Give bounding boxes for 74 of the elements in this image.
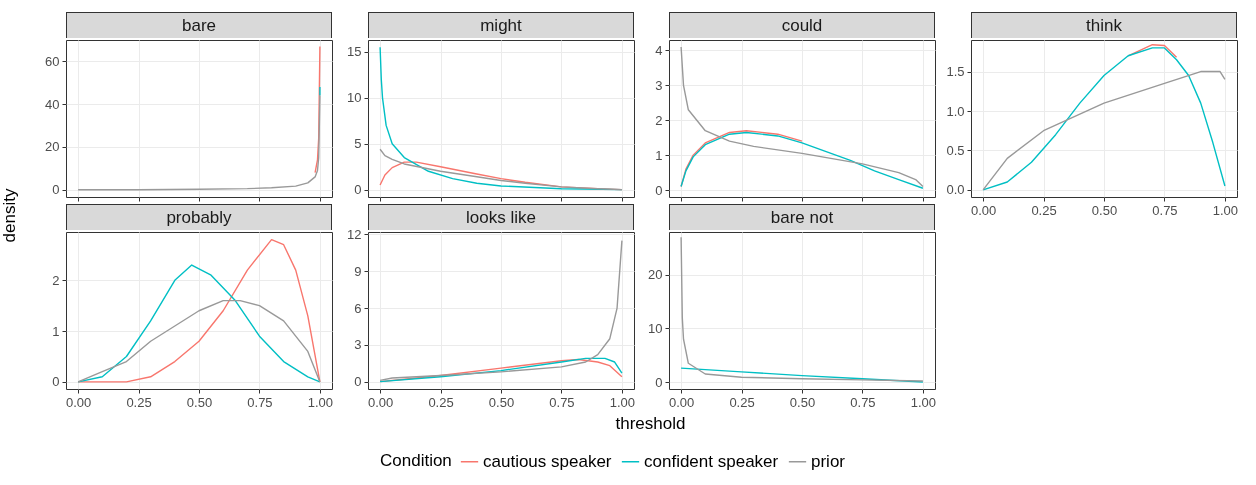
y-tick-label: 1.5: [946, 64, 965, 80]
y-tick-label: 0.5: [946, 142, 965, 158]
x-tick-label: 1.00: [1212, 202, 1239, 218]
y-tick-label: 2: [52, 272, 60, 288]
panel-header: bare not: [669, 204, 935, 230]
x-tick-label: 0.75: [247, 394, 273, 410]
y-tick-label: 12: [347, 226, 362, 242]
y-tick-label: 10: [648, 320, 663, 336]
y-tick-label: 3: [655, 77, 663, 93]
y-tick-label: 20: [45, 139, 60, 155]
line-series: [680, 236, 924, 382]
x-tick-label: 0.50: [186, 394, 213, 410]
y-tick-label: 20: [648, 267, 663, 283]
x-tick-label: 0.50: [1091, 202, 1118, 218]
x-tick-label: 0.50: [488, 394, 515, 410]
y-tick-label: 2: [655, 112, 663, 128]
x-tick-label: 1.00: [609, 394, 636, 410]
panel-header: looks like: [368, 204, 634, 230]
y-tick-label: 0: [354, 182, 362, 198]
y-tick-label: 3: [354, 337, 362, 353]
y-tick-label: 0: [354, 374, 362, 390]
panel-header: probably: [66, 204, 332, 230]
legend-title: Condition: [380, 451, 452, 470]
y-tick-label: 4: [655, 42, 663, 58]
x-tick-label: 0.75: [549, 394, 575, 410]
x-tick-label: 0.50: [789, 394, 816, 410]
x-tick-label: 0.25: [729, 394, 755, 410]
y-tick-label: 0: [655, 182, 663, 198]
panel-header: might: [368, 12, 634, 38]
x-tick-label: 0.00: [970, 202, 997, 218]
y-tick-label: 1: [655, 147, 663, 163]
x-tick-label: 0.00: [65, 394, 92, 410]
y-tick-label: 1.0: [946, 103, 965, 119]
x-tick-label: 0.25: [1031, 202, 1057, 218]
line-series: [680, 367, 924, 383]
x-tick-label: 0.75: [850, 394, 876, 410]
y-tick-label: 0: [52, 374, 60, 390]
panel-header: think: [971, 12, 1237, 38]
line-series: [77, 94, 321, 191]
line-series: [982, 70, 1226, 191]
y-tick-label: 40: [45, 96, 60, 112]
line-series: [77, 264, 321, 383]
line-series: [77, 299, 321, 383]
x-tick-label: 0.25: [428, 394, 454, 410]
y-tick-label: 15: [347, 44, 362, 60]
y-tick-label: 0.0: [946, 182, 965, 198]
line-series: [379, 148, 623, 191]
legend-label: cautious speaker: [483, 451, 612, 471]
line-series: [379, 239, 623, 382]
y-tick-label: 1: [52, 323, 60, 339]
line-series: [77, 238, 321, 383]
x-tick-label: 0.25: [126, 394, 152, 410]
y-tick-label: 0: [655, 374, 663, 390]
x-axis-title: threshold: [615, 413, 686, 433]
panel-header: could: [669, 12, 935, 38]
x-tick-label: 0.00: [668, 394, 695, 410]
line-series: [680, 46, 924, 188]
x-tick-label: 1.00: [307, 394, 334, 410]
line-series: [680, 131, 924, 189]
y-tick-label: 0: [52, 182, 60, 198]
y-tick-label: 5: [354, 136, 362, 152]
legend-label: prior: [811, 451, 846, 471]
x-tick-label: 0.75: [1152, 202, 1178, 218]
y-axis-title: density: [0, 188, 19, 243]
y-tick-label: 10: [347, 90, 362, 106]
legend-label: confident speaker: [644, 451, 779, 471]
line-series: [982, 47, 1226, 191]
y-tick-label: 60: [45, 53, 60, 69]
y-tick-label: 6: [354, 300, 362, 316]
x-tick-label: 0.00: [367, 394, 394, 410]
y-tick-label: 9: [354, 263, 362, 279]
line-series: [1127, 44, 1178, 59]
x-tick-label: 1.00: [910, 394, 937, 410]
panel-header: bare: [66, 12, 332, 38]
